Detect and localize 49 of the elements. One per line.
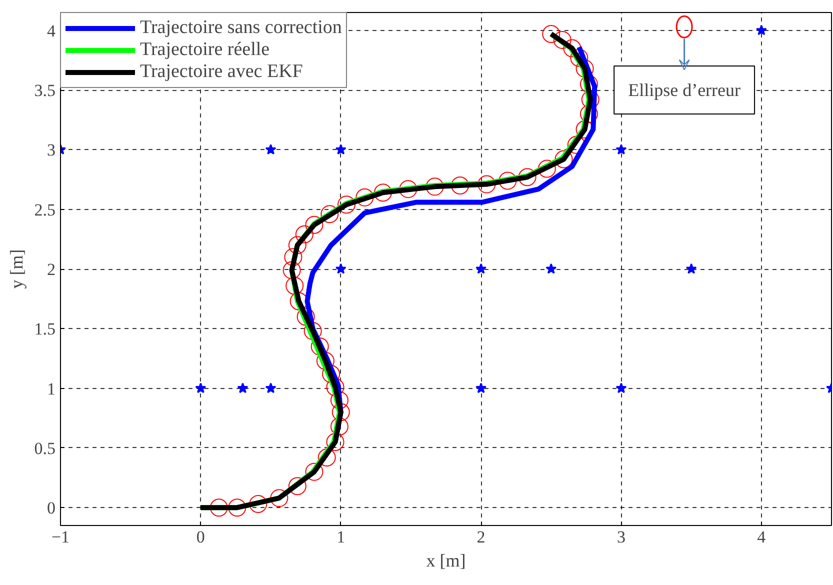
y-tick-label: 4 [47, 21, 56, 40]
point [305, 216, 324, 234]
point [553, 30, 572, 49]
point [335, 263, 346, 274]
point [288, 477, 306, 496]
x-tick-label: 0 [196, 528, 205, 546]
y-axis-title: y [m] [6, 249, 26, 289]
point [270, 489, 288, 508]
point [476, 263, 487, 274]
point [265, 144, 276, 154]
point [756, 24, 767, 36]
x-tick-label: 1 [336, 528, 346, 546]
x-axis-title: x [m] [426, 550, 466, 570]
point [282, 261, 301, 280]
x-tick-label: 3 [616, 528, 626, 546]
x-tick-label: 4 [757, 528, 766, 546]
point [326, 433, 344, 451]
point [288, 236, 306, 254]
point [686, 263, 697, 274]
point [228, 498, 246, 517]
y-tick-label: 1 [47, 379, 56, 398]
point [249, 495, 268, 514]
x-tick-label: 2 [476, 528, 486, 546]
point [335, 144, 346, 154]
y-tick-label: 0.5 [34, 438, 56, 458]
y-tick-label: 2 [47, 260, 56, 279]
point [237, 382, 248, 394]
legend-label: Trajectoire avec EKF [140, 61, 303, 83]
y-tick-label: 3 [47, 140, 56, 160]
point [616, 144, 627, 154]
point [616, 382, 627, 394]
point [305, 462, 324, 481]
point [337, 196, 356, 214]
x-tick-label: −1 [51, 528, 70, 546]
point [195, 382, 206, 394]
legend-label: Trajectoire réelle [140, 39, 270, 61]
y-tick-label: 3.5 [34, 81, 56, 100]
point [284, 248, 302, 266]
point [320, 205, 339, 224]
point [542, 24, 560, 43]
legend-label: Trajectoire sans correction [140, 17, 342, 39]
annotation: Ellipse d’erreur [628, 80, 741, 100]
y-tick-label: 0 [47, 498, 56, 518]
point [476, 382, 487, 394]
point [295, 225, 314, 244]
point [546, 263, 557, 274]
y-tick-label: 2.5 [34, 200, 56, 220]
y-tick-label: 1.5 [34, 320, 56, 339]
point [265, 382, 276, 394]
